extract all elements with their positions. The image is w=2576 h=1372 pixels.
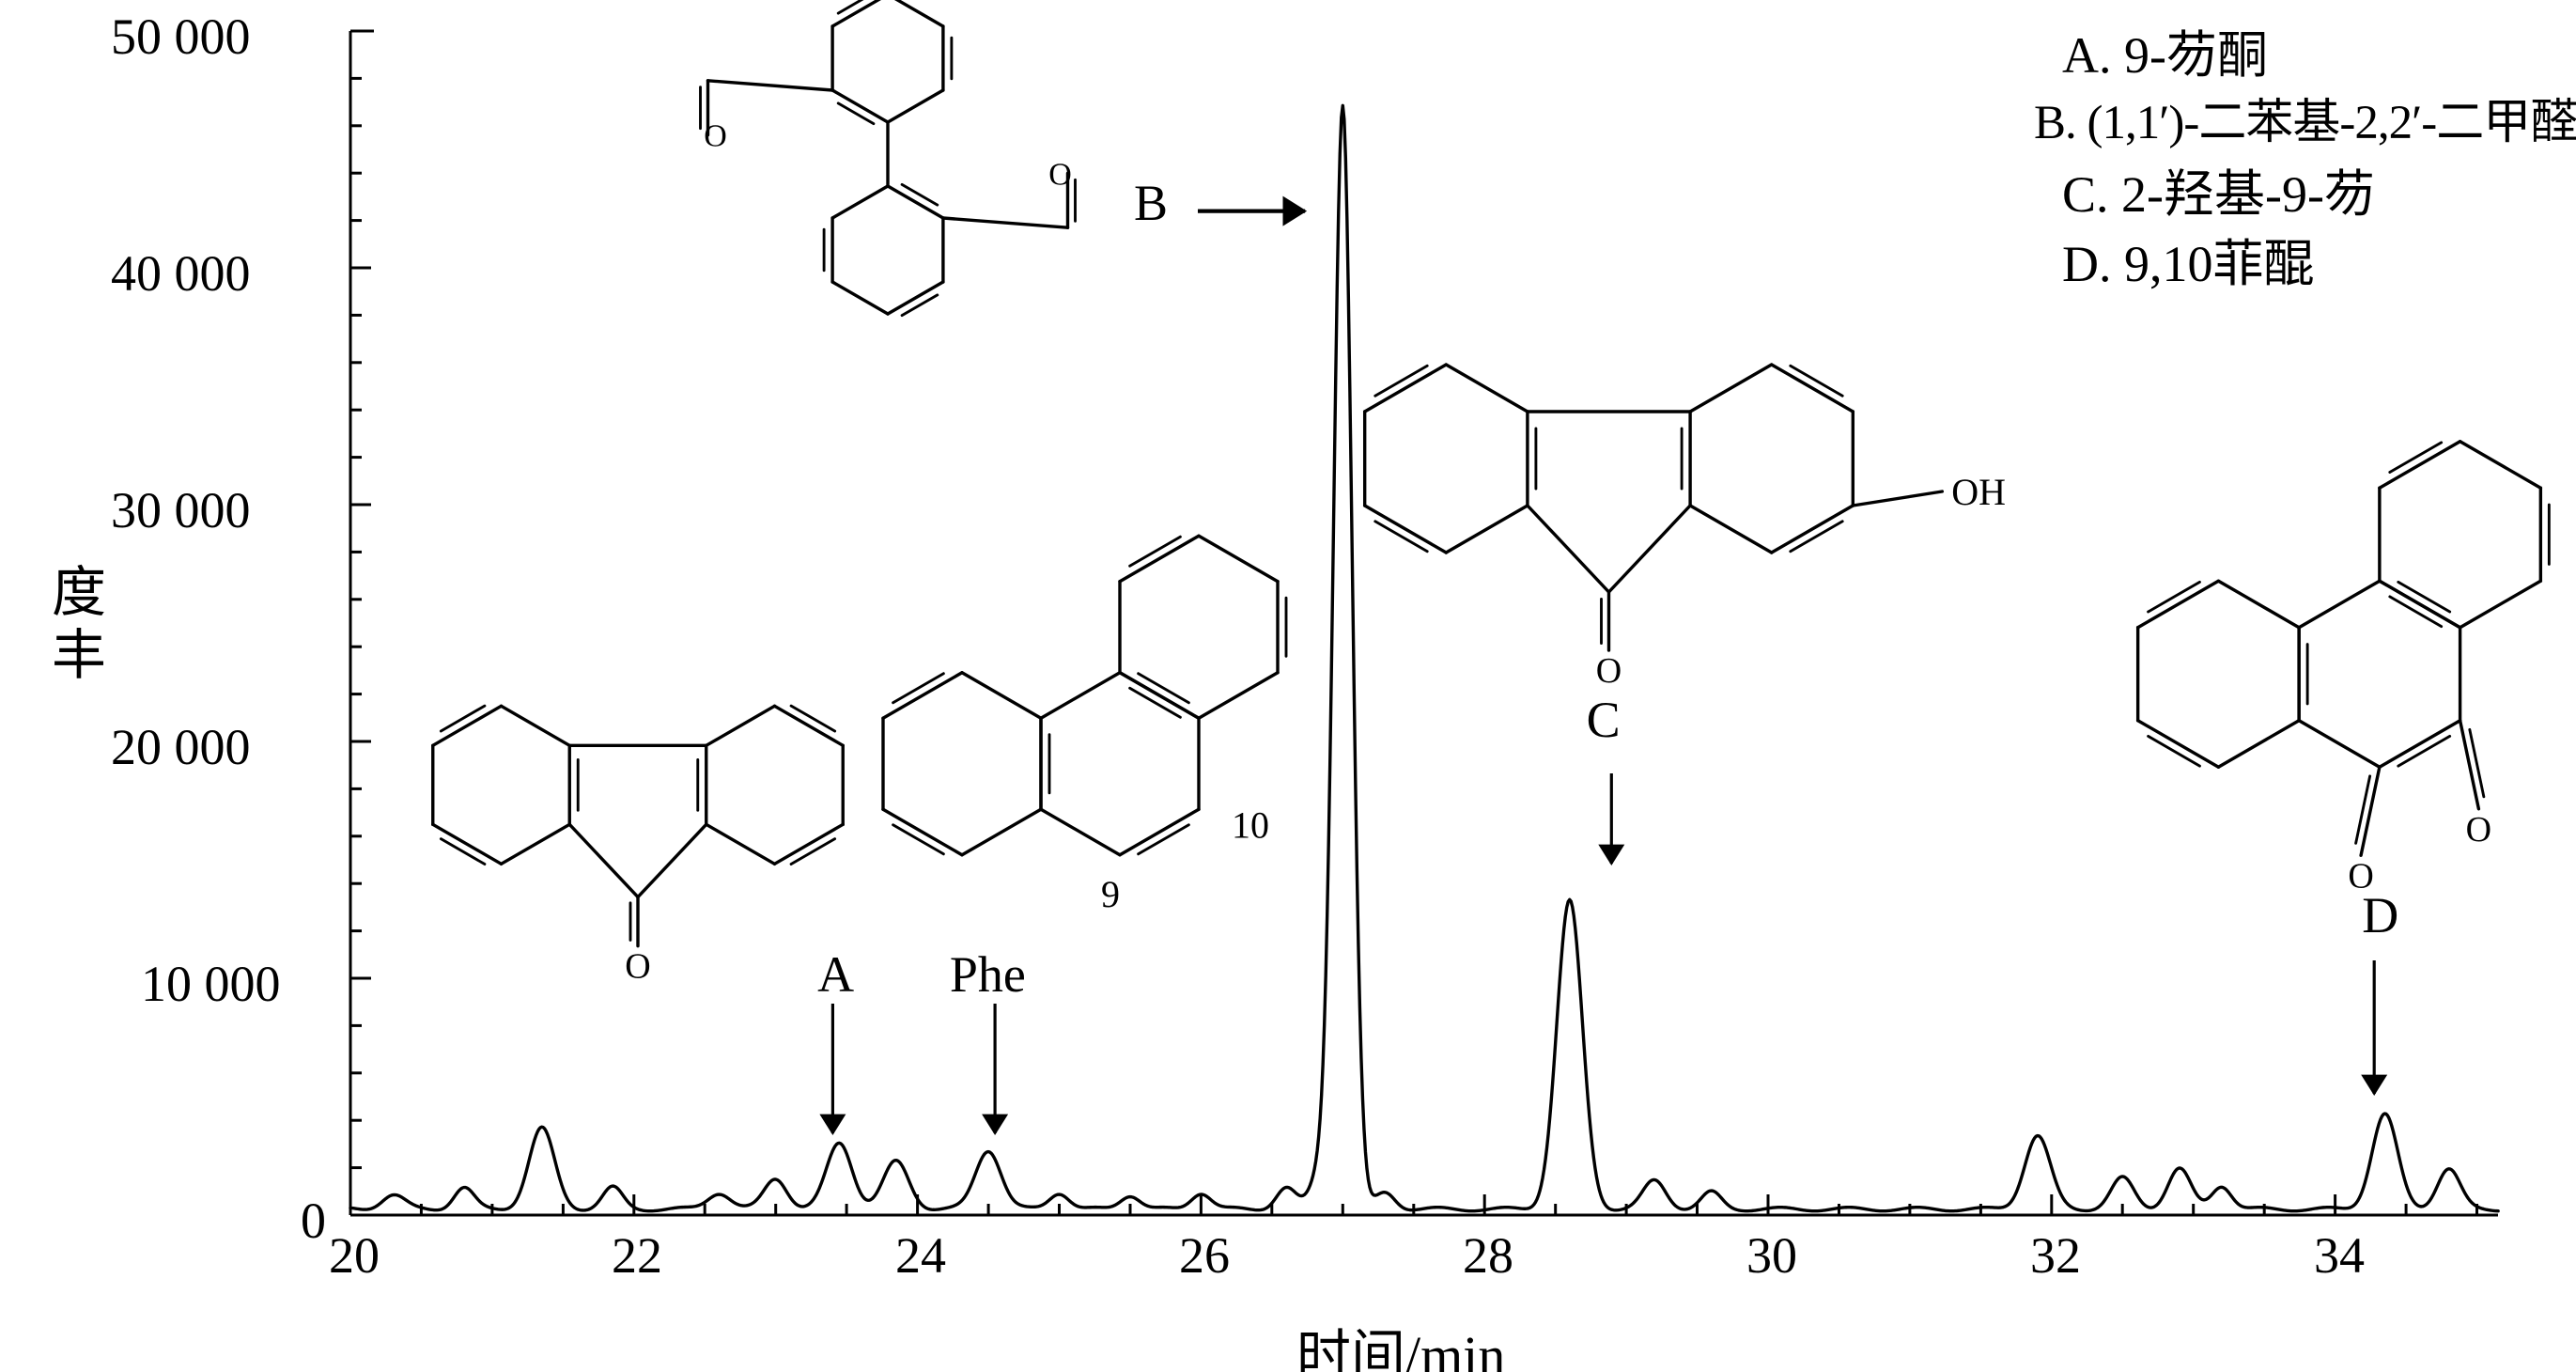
svg-text:O: O — [704, 119, 727, 154]
svg-text:Phe: Phe — [950, 946, 1026, 1003]
svg-text:O: O — [625, 947, 650, 987]
svg-text:O: O — [1596, 651, 1622, 691]
svg-text:O: O — [1048, 157, 1072, 192]
svg-text:D: D — [2362, 887, 2398, 943]
svg-text:9: 9 — [1101, 873, 1120, 915]
svg-text:B: B — [1134, 175, 1168, 231]
svg-text:C: C — [1587, 692, 1621, 748]
svg-text:OH: OH — [1951, 471, 2006, 513]
svg-text:10: 10 — [1232, 803, 1269, 846]
svg-text:O: O — [2466, 810, 2491, 850]
svg-text:A: A — [817, 946, 854, 1003]
